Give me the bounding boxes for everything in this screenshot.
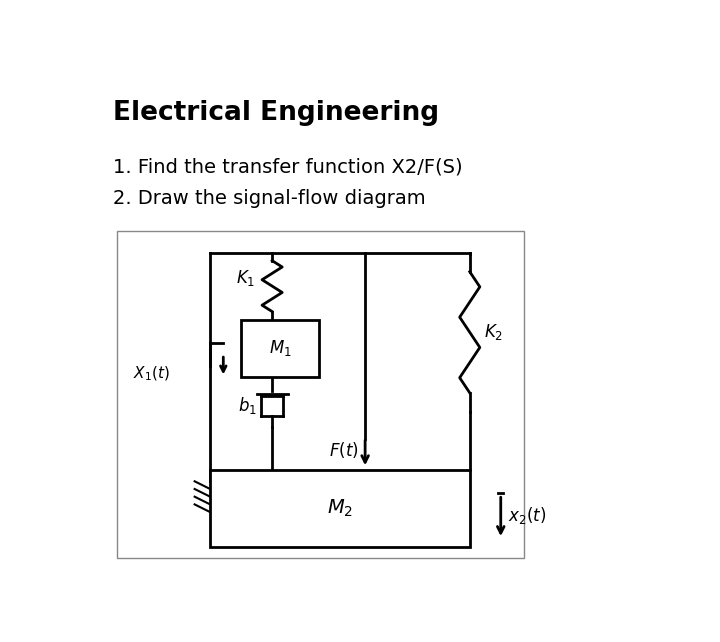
Text: $M_2$: $M_2$ [327, 498, 353, 519]
Text: $X_1(t)$: $X_1(t)$ [132, 364, 169, 383]
Text: $K_1$: $K_1$ [235, 268, 255, 288]
Bar [210, 470, 469, 547]
Text: 2. Draw the signal-flow diagram: 2. Draw the signal-flow diagram [113, 189, 426, 208]
Text: 1. Find the transfer function X2/F(S): 1. Find the transfer function X2/F(S) [113, 158, 463, 177]
Bar [117, 231, 524, 559]
Text: $b_1$: $b_1$ [238, 395, 258, 415]
Bar [241, 320, 319, 377]
Text: $K_2$: $K_2$ [484, 322, 503, 342]
Text: $M_1$: $M_1$ [269, 338, 291, 358]
Text: $F(t)$: $F(t)$ [329, 440, 359, 460]
Text: $x_2(t)$: $x_2(t)$ [508, 505, 546, 526]
Text: Electrical Engineering: Electrical Engineering [113, 100, 439, 126]
